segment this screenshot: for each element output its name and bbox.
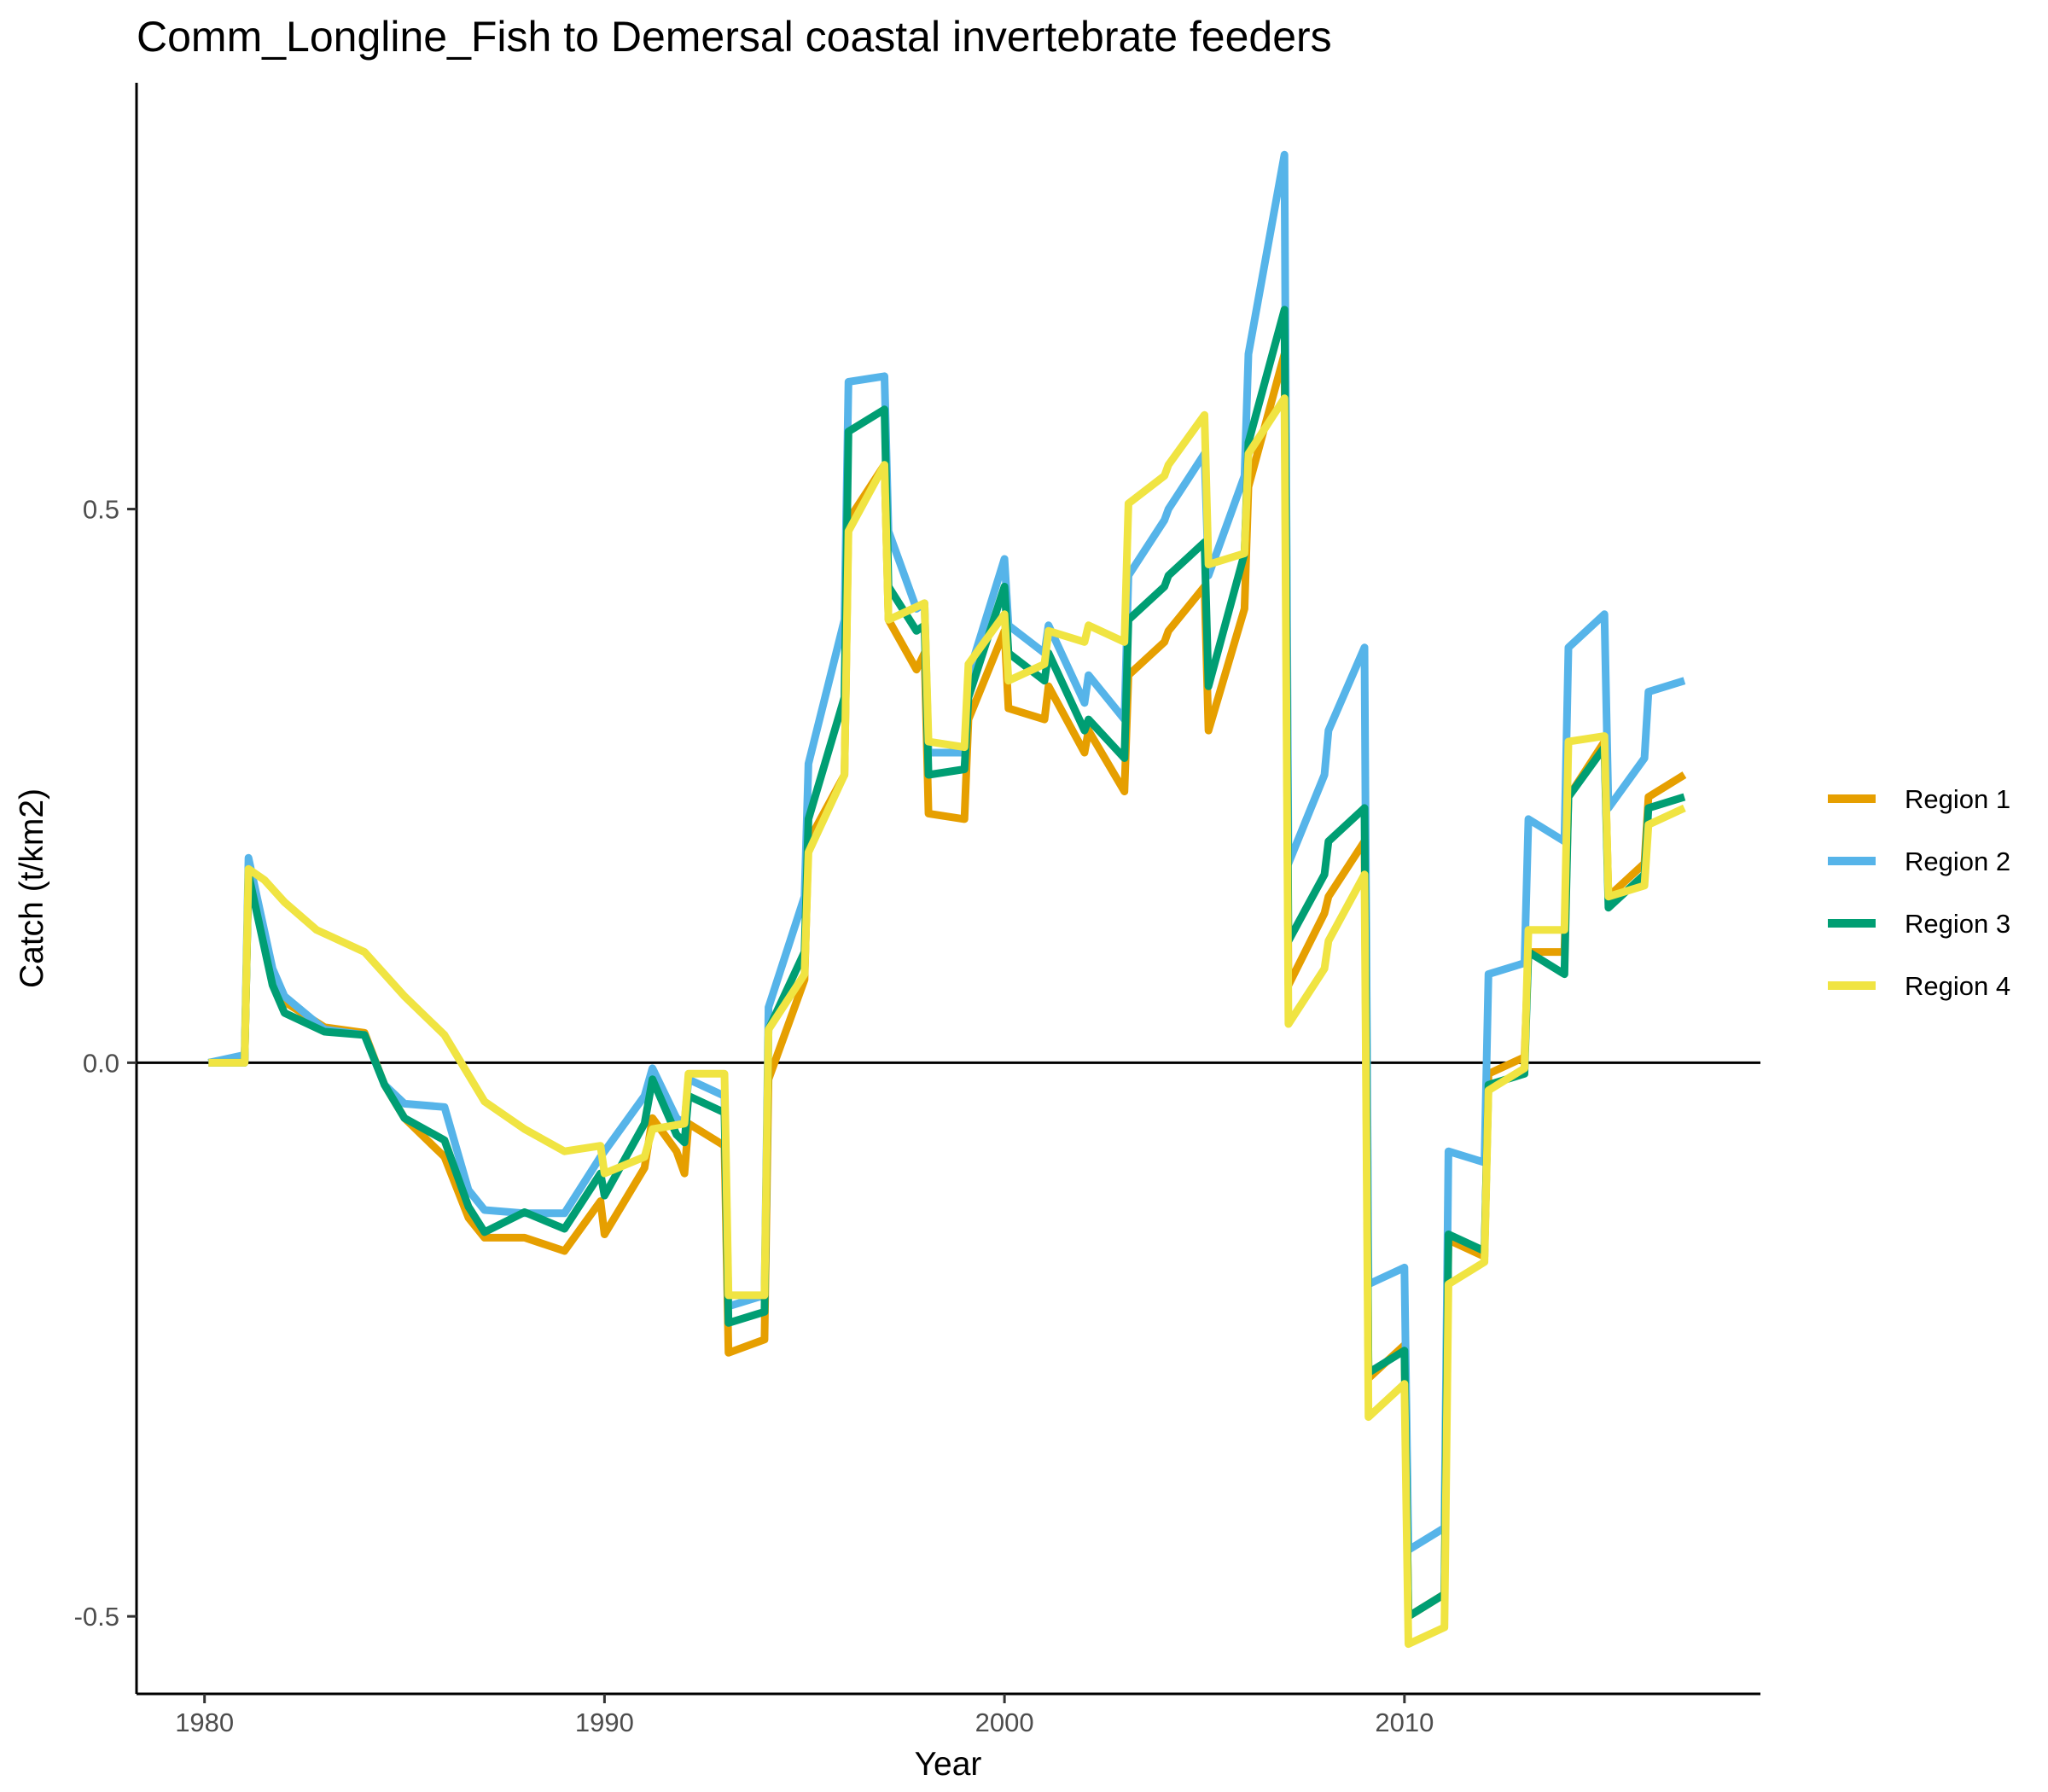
x-axis-ticks: 1980 1990 2000 2010 bbox=[175, 1694, 1434, 1737]
y-tick-label: 0.0 bbox=[83, 1048, 119, 1078]
chart-title: Comm_Longline_Fish to Demersal coastal i… bbox=[137, 13, 1332, 61]
plot-area bbox=[137, 150, 1760, 1649]
legend-label: Region 1 bbox=[1905, 784, 2010, 814]
legend-label: Region 3 bbox=[1905, 909, 2010, 939]
x-tick-label: 1980 bbox=[175, 1708, 234, 1737]
legend-label: Region 2 bbox=[1905, 847, 2010, 876]
legend-item-region-1: Region 1 bbox=[1828, 784, 2010, 814]
x-tick-label: 2010 bbox=[1375, 1708, 1434, 1737]
y-axis-ticks: -0.5 0.0 0.5 bbox=[74, 495, 137, 1632]
y-axis-title: Catch (t/km2) bbox=[14, 788, 50, 988]
legend: Region 1 Region 2 Region 3 Region 4 bbox=[1828, 784, 2010, 1001]
y-tick-label: -0.5 bbox=[74, 1602, 119, 1632]
legend-item-region-3: Region 3 bbox=[1828, 909, 2010, 939]
y-tick-label: 0.5 bbox=[83, 495, 119, 525]
x-axis-title: Year bbox=[915, 1746, 982, 1783]
x-tick-label: 2000 bbox=[975, 1708, 1034, 1737]
x-tick-label: 1990 bbox=[575, 1708, 634, 1737]
legend-label: Region 4 bbox=[1905, 971, 2010, 1001]
legend-item-region-2: Region 2 bbox=[1828, 847, 2010, 876]
series-line-region-4 bbox=[208, 394, 1686, 1649]
legend-item-region-4: Region 4 bbox=[1828, 971, 2010, 1001]
